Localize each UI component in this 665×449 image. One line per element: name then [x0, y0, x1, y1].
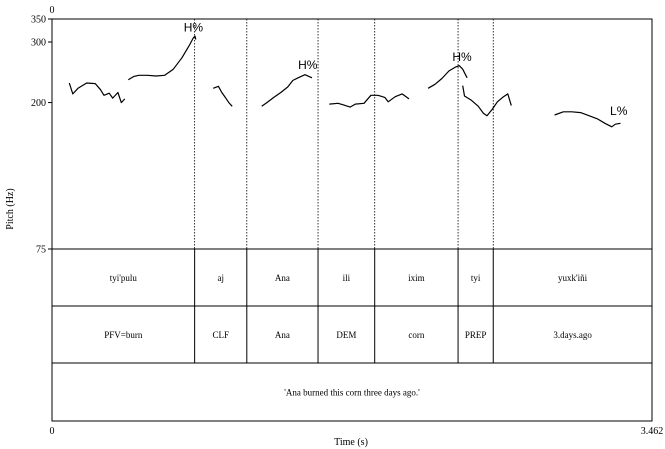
pitch-segment	[329, 93, 410, 108]
gloss-cell: Ana	[275, 330, 290, 340]
pitch-segment	[212, 85, 233, 107]
pitch-segment	[127, 35, 197, 81]
x-tick-label: 0	[50, 5, 55, 16]
annotation-tiers: tyi'pulu aj Ana ili ixim tyi yuxk'iñi PFV=burn C…	[104, 273, 592, 398]
tone-labels: H% H% H% L%	[184, 20, 628, 118]
chart-frame	[51, 18, 653, 422]
words-cell: ixim	[408, 273, 425, 283]
x-tick-label: 3.462	[641, 426, 664, 437]
gloss-cell: corn	[408, 330, 424, 340]
words-cell: tyi'pulu	[110, 273, 138, 283]
tone-label: H%	[184, 20, 204, 34]
pitch-segment	[68, 82, 126, 104]
pitch-track	[68, 35, 621, 128]
axes: Pitch (Hz) Time (s) 75 200 300 350 0 3.462 0	[5, 5, 663, 448]
interval-boundaries	[194, 19, 494, 363]
translation-text: 'Ana burned this corn three days ago.'	[284, 388, 420, 398]
words-cell: tyi	[471, 273, 481, 283]
gloss-cell: PFV=burn	[104, 330, 143, 340]
y-axis-label: Pitch (Hz)	[5, 188, 16, 229]
pitch-segment	[427, 65, 468, 89]
pitch-segment	[261, 74, 313, 107]
plot-border	[51, 18, 653, 422]
y-tick-label: 75	[36, 245, 46, 256]
tone-label: L%	[610, 104, 628, 118]
words-cell: ili	[343, 273, 351, 283]
words-cell: aj	[217, 273, 224, 283]
tone-label: H%	[452, 50, 472, 64]
y-tick-label: 200	[31, 98, 46, 109]
pitch-segment	[462, 85, 512, 117]
y-tick-label: 300	[31, 38, 46, 49]
gloss-cell: 3.days.ago	[553, 330, 592, 340]
x-axis-label: Time (s)	[334, 437, 368, 448]
words-cell: Ana	[275, 273, 290, 283]
gloss-cell: PREP	[465, 330, 487, 340]
y-tick-label: 350	[31, 15, 46, 26]
x-tick-label: 0	[50, 426, 55, 437]
gloss-cell: CLF	[212, 330, 229, 340]
gloss-cell: DEM	[336, 330, 356, 340]
words-cell: yuxk'iñi	[558, 273, 588, 283]
tone-label: H%	[298, 58, 318, 72]
pitch-segment	[554, 111, 621, 128]
